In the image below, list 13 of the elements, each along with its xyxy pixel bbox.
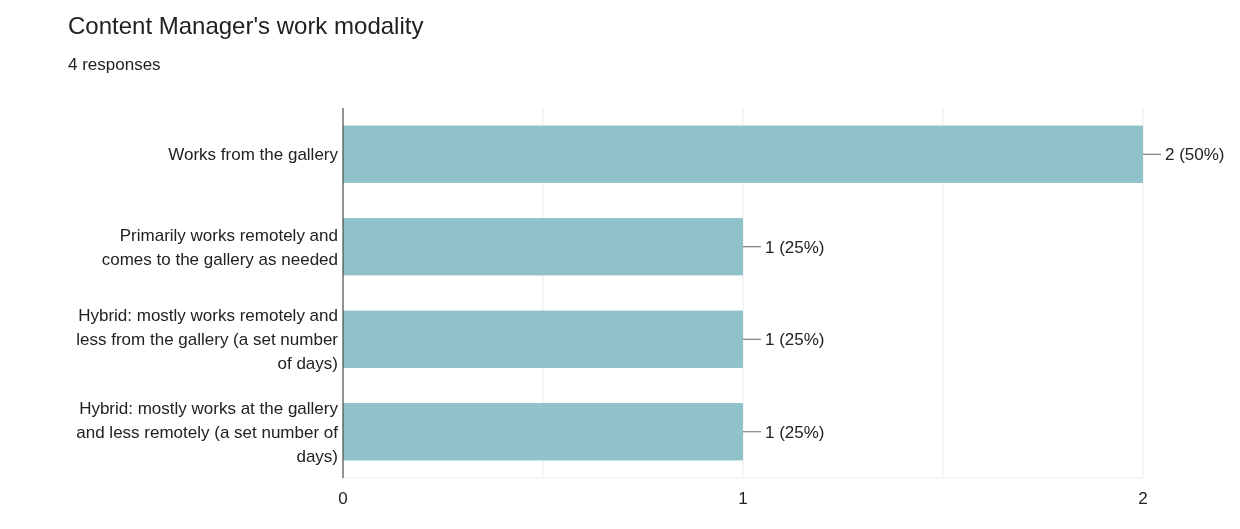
data-label: 1 (25%) [765,422,825,442]
data-label: 2 (50%) [1165,145,1225,165]
chart-title: Content Manager's work modality [68,12,424,39]
y-tick-label: Hybrid: mostly works remotely and less from the gallery (a set number of days) [76,306,339,374]
x-tick-label: 0 [338,489,348,508]
x-tick-label: 2 [1138,489,1148,508]
y-tick-label: Works from the gallery [168,145,339,165]
y-tick-label: Primarily works remotely and comes to the gallery as needed [101,225,338,269]
text: 4 responses [68,55,161,74]
data-label: 1 (25%) [765,237,825,257]
data-label: 1 (25%) [765,330,825,350]
y-tick-label: Hybrid: mostly works at the gallery and less remotely (a set number of days) [76,398,339,466]
x-tick-label: 1 [738,489,748,508]
